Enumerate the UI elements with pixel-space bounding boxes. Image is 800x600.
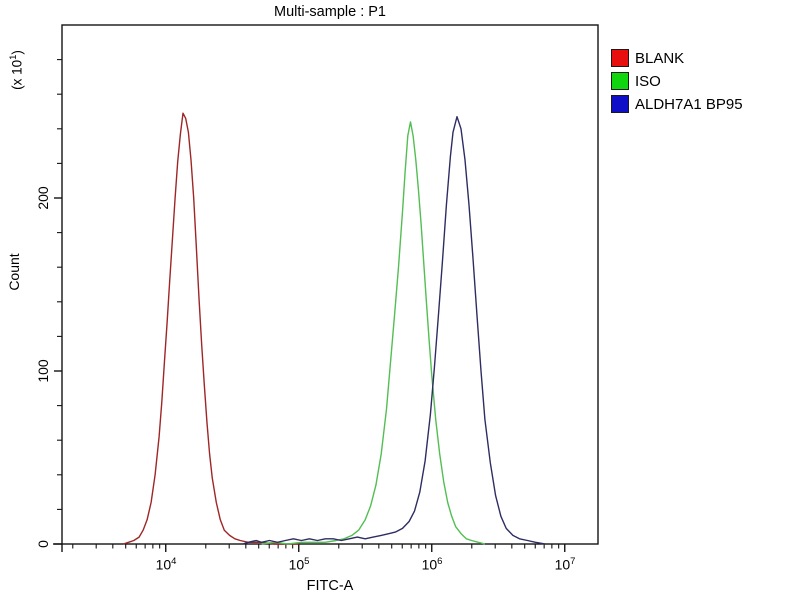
legend-item-blank: BLANK (611, 49, 743, 67)
plot-frame (61, 24, 599, 545)
curve-aldh7a1-bp95 (242, 115, 545, 545)
legend: BLANK ISO ALDH7A1 BP95 (611, 49, 743, 113)
x-tick-label-1e5: 105 (288, 556, 310, 573)
x-tick-label-1e6: 106 (421, 556, 443, 573)
legend-swatch-blank (611, 49, 629, 67)
curve-blank (122, 112, 299, 545)
chart-title: Multi-sample : P1 (273, 4, 387, 20)
legend-label-blank: BLANK (635, 49, 685, 67)
legend-label-aldh7a1: ALDH7A1 BP95 (635, 95, 743, 113)
legend-item-aldh7a1: ALDH7A1 BP95 (611, 95, 743, 113)
x-tick-label-1e7: 107 (554, 556, 576, 573)
x-axis-title: FITC-A (306, 578, 354, 594)
legend-swatch-aldh7a1 (611, 95, 629, 113)
x-tick-label-1e4: 104 (155, 556, 177, 573)
legend-item-iso: ISO (611, 72, 743, 90)
curve-iso (261, 121, 486, 545)
legend-label-iso: ISO (635, 72, 661, 90)
legend-swatch-iso (611, 72, 629, 90)
